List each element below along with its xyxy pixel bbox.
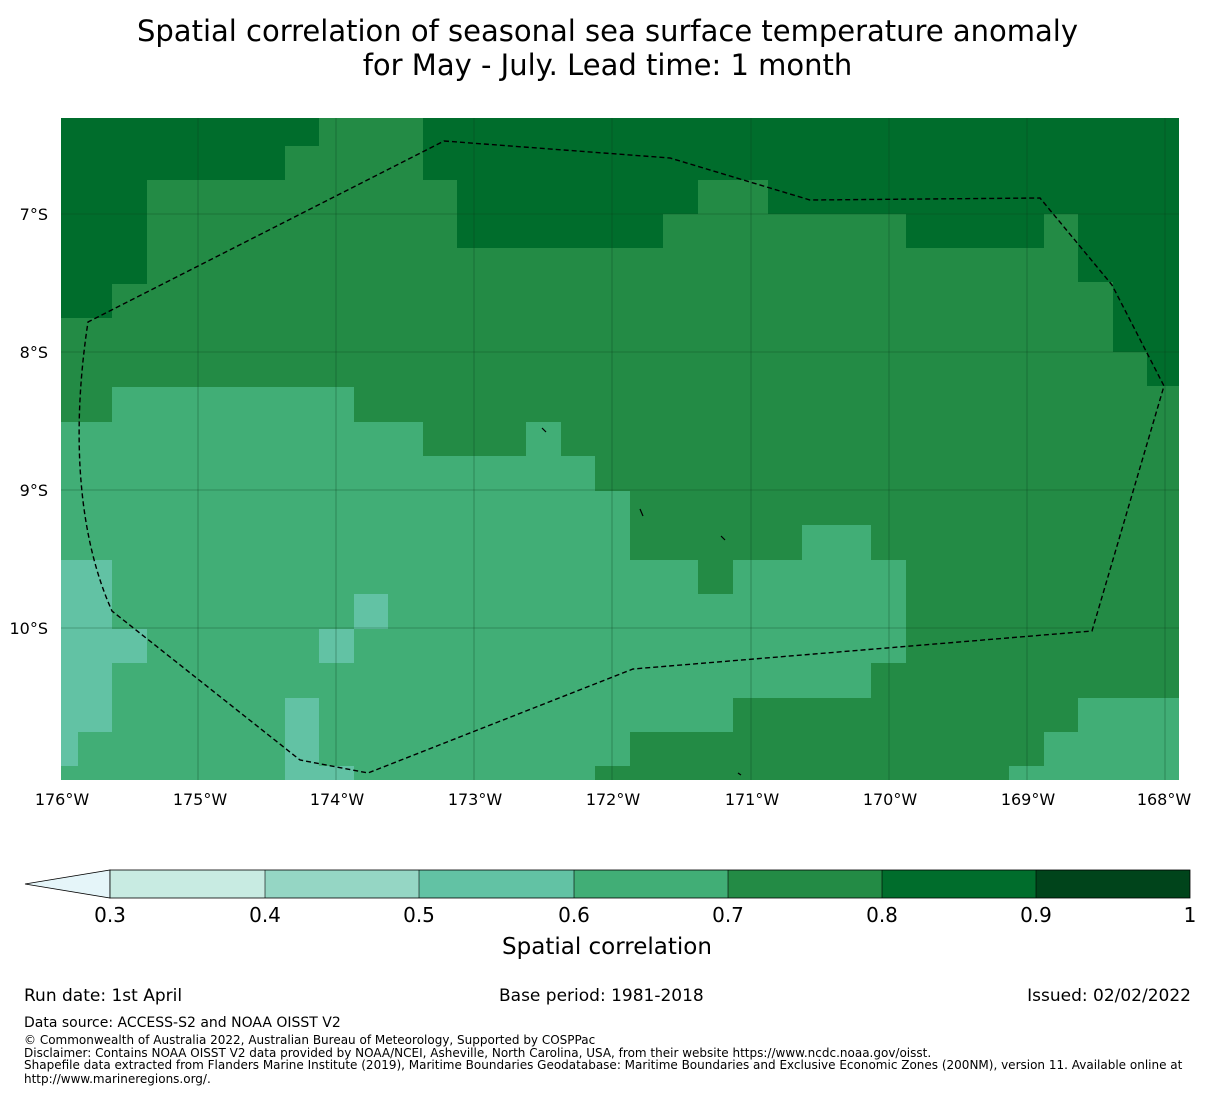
- lon-label: 175°W: [173, 790, 228, 809]
- colorbar-dividers: [264, 870, 1037, 898]
- colorbar-tick-label: 1: [1184, 903, 1197, 927]
- chart-title: Spatial correlation of seasonal sea surf…: [0, 14, 1215, 82]
- colorbar-extend-arrow: [24, 869, 111, 899]
- colorbar-tick-label: 0.5: [403, 903, 435, 927]
- cell: [319, 766, 354, 780]
- lat-label: 9°S: [20, 481, 48, 500]
- cell: [285, 698, 319, 780]
- colorbar-tick-label: 0.8: [866, 903, 898, 927]
- lat-label: 7°S: [20, 205, 48, 224]
- longitude-labels: 176°W 175°W 174°W 173°W 172°W 171°W 170°…: [35, 790, 1192, 809]
- cell: [1078, 698, 1179, 732]
- title-line-2: for May - July. Lead time: 1 month: [362, 48, 853, 82]
- lon-label: 169°W: [1001, 790, 1056, 809]
- cell: [112, 387, 354, 423]
- cell: [595, 766, 1009, 780]
- lon-label: 168°W: [1137, 790, 1192, 809]
- island: [737, 772, 742, 776]
- island: [541, 427, 547, 433]
- island: [639, 508, 644, 517]
- cell: [768, 180, 1179, 214]
- region-0.7-0.8-patches: [595, 560, 1179, 780]
- colorbar-bin-0.5-0.6: [419, 870, 574, 898]
- cell: [1044, 732, 1179, 780]
- cell: [319, 629, 354, 663]
- title-line-1: Spatial correlation of seasonal sea surf…: [136, 14, 1079, 48]
- eez-boundary: [78, 140, 1165, 774]
- map-panel: 7°S 8°S 9°S 10°S 176°W 175°W 174°W 173°W…: [9, 118, 1192, 809]
- colorbar: 0.3 0.4 0.5 0.6 0.7 0.8 0.9 1 Spatial co…: [24, 869, 1196, 960]
- region-0.5-0.6: [61, 560, 388, 780]
- cell: [61, 284, 112, 318]
- colorbar-tick-label: 0.6: [558, 903, 590, 927]
- lon-label: 173°W: [448, 790, 503, 809]
- cell: [61, 629, 147, 663]
- cell: [61, 146, 285, 180]
- colorbar-bin-0.7-0.8: [728, 870, 882, 898]
- cell: [663, 732, 1044, 766]
- colorbar-bin-0.3-0.4: [110, 870, 265, 898]
- colorbar-bin-0.8-0.9: [882, 870, 1036, 898]
- cell: [457, 214, 663, 248]
- cell: [906, 214, 1044, 248]
- colorbar-ticks: 0.3 0.4 0.5 0.6 0.7 0.8 0.9 1: [94, 903, 1196, 927]
- lon-label: 170°W: [863, 790, 918, 809]
- map-gridlines: [61, 118, 1179, 780]
- shapefile-credit-1: Shapefile data extracted from Flanders M…: [24, 1058, 1183, 1072]
- lon-label: 172°W: [586, 790, 641, 809]
- island-outlines: [541, 427, 742, 776]
- cell: [61, 180, 147, 284]
- disclaimer: Disclaimer: Contains NOAA OISST V2 data …: [24, 1046, 932, 1060]
- cell: [1147, 352, 1179, 386]
- cell: [595, 491, 630, 766]
- shapefile-credit-2: http://www.marineregions.org/.: [24, 1072, 211, 1086]
- cell: [663, 698, 733, 732]
- colorbar-tick-label: 0.9: [1020, 903, 1052, 927]
- base-period: Base period: 1981-2018: [499, 986, 704, 1006]
- region-0.8-0.9: [61, 118, 1179, 386]
- colorbar-tick-label: 0.3: [94, 903, 126, 927]
- island: [720, 535, 726, 541]
- cell: [802, 525, 871, 560]
- cell: [423, 118, 1179, 180]
- cell: [1009, 766, 1044, 780]
- colorbar-bin-0.9-1.0: [1036, 870, 1190, 898]
- copyright: © Commonwealth of Australia 2022, Austra…: [24, 1033, 596, 1047]
- lat-label: 10°S: [9, 619, 48, 638]
- issued-date: Issued: 02/02/2022: [1027, 986, 1191, 1006]
- colorbar-tick-label: 0.7: [712, 903, 744, 927]
- cell: [526, 422, 561, 456]
- cell: [61, 118, 319, 146]
- colorbar-frame: [109, 869, 1191, 899]
- colorbar-tick-label: 0.4: [249, 903, 281, 927]
- latitude-labels: 7°S 8°S 9°S 10°S: [9, 205, 48, 638]
- cell: [61, 560, 112, 629]
- data-source: Data source: ACCESS-S2 and NOAA OISST V2: [24, 1015, 341, 1031]
- cell: [1113, 282, 1179, 352]
- cell: [871, 663, 1179, 698]
- lon-label: 171°W: [725, 790, 780, 809]
- cell: [733, 698, 1078, 732]
- cell: [1078, 214, 1179, 282]
- correlation-grid: [61, 118, 1179, 780]
- cell: [457, 180, 698, 214]
- colorbar-bin-0.4-0.5: [265, 870, 419, 898]
- cell: [698, 180, 768, 214]
- lon-label: 174°W: [310, 790, 365, 809]
- lat-label: 8°S: [20, 343, 48, 362]
- cell: [423, 456, 595, 780]
- lon-label: 176°W: [35, 790, 90, 809]
- cell: [906, 560, 1179, 663]
- cell: [61, 732, 78, 766]
- run-date: Run date: 1st April: [24, 986, 183, 1006]
- colorbar-title: Spatial correlation: [502, 934, 712, 960]
- cell: [61, 663, 112, 732]
- cell: [354, 594, 388, 629]
- colorbar-bin-0.6-0.7: [574, 870, 728, 898]
